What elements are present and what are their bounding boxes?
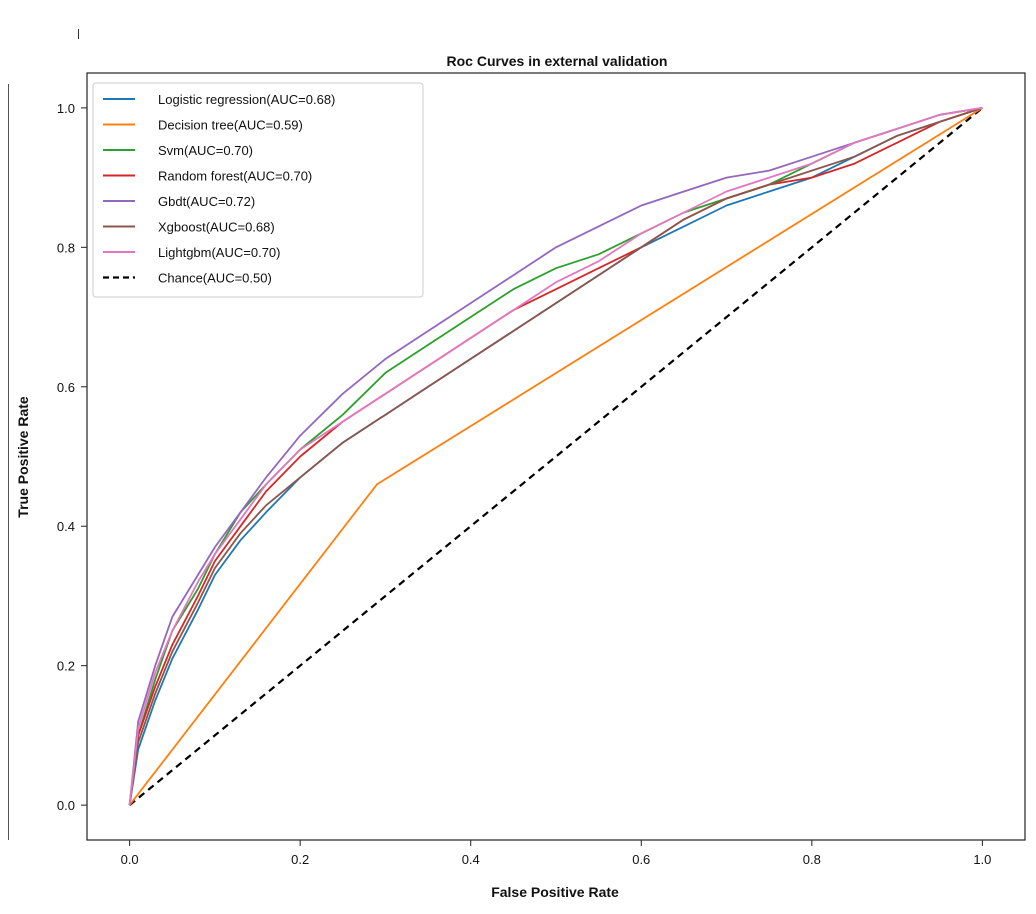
y-tick-label: 0.6	[57, 380, 75, 395]
series-line-decision-tree	[128, 107, 983, 806]
x-axis-label: False Positive Rate	[491, 884, 619, 900]
x-tick-label: 0.0	[121, 852, 139, 867]
x-tick-label: 0.4	[462, 852, 480, 867]
legend-label-chance: Chance(AUC=0.50)	[158, 271, 272, 286]
legend-label-xgboost: Xgboost(AUC=0.68)	[158, 220, 275, 235]
legend-label-logistic-regression: Logistic regression(AUC=0.68)	[158, 92, 335, 107]
series-line-chance	[128, 107, 984, 806]
legend-label-svm: Svm(AUC=0.70)	[158, 143, 253, 158]
legend-label-decision-tree: Decision tree(AUC=0.59)	[158, 118, 303, 133]
left-panel-edge	[8, 84, 9, 840]
y-tick-label: 1.0	[57, 101, 75, 116]
legend: Logistic regression(AUC=0.68) Decision tr…	[92, 82, 424, 298]
series-lines	[128, 107, 984, 806]
series-line-lightgbm	[128, 107, 983, 806]
y-tick-label: 0.2	[57, 659, 75, 674]
y-tick-label: 0.0	[57, 798, 75, 813]
y-axis: 0.0 0.2 0.4 0.6 0.8 1.0	[57, 101, 87, 813]
y-tick-label: 0.4	[57, 519, 75, 534]
legend-label-gbdt: Gbdt(AUC=0.72)	[158, 194, 255, 209]
legend-label-random-forest: Random forest(AUC=0.70)	[158, 169, 312, 184]
x-tick-label: 0.2	[291, 852, 309, 867]
x-tick-label: 0.8	[803, 852, 821, 867]
series-line-gbdt	[128, 107, 983, 806]
top-tick-mark	[78, 29, 79, 39]
x-axis: 0.0 0.2 0.4 0.6 0.8 1.0	[121, 840, 991, 867]
x-tick-label: 1.0	[973, 852, 991, 867]
legend-box	[92, 82, 424, 298]
series-line-xgboost	[128, 107, 983, 806]
y-axis-label: True Positive Rate	[15, 396, 31, 518]
plot-frame	[86, 72, 1026, 841]
chart-title: Roc Curves in external validation	[447, 53, 668, 69]
x-tick-label: 0.6	[632, 852, 650, 867]
y-tick-label: 0.8	[57, 240, 75, 255]
legend-label-lightgbm: Lightgbm(AUC=0.70)	[158, 245, 280, 260]
